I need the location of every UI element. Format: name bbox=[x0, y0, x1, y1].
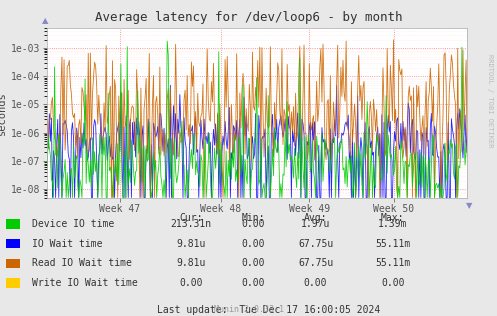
Text: 1.39m: 1.39m bbox=[378, 219, 408, 229]
Text: RRDTOOL / TOBI OETIKER: RRDTOOL / TOBI OETIKER bbox=[487, 54, 493, 148]
Text: Device IO time: Device IO time bbox=[32, 219, 114, 229]
Text: 0.00: 0.00 bbox=[304, 278, 328, 288]
Text: 0.00: 0.00 bbox=[242, 239, 265, 249]
Text: Max:: Max: bbox=[381, 213, 405, 223]
Text: 1.97u: 1.97u bbox=[301, 219, 331, 229]
Text: 55.11m: 55.11m bbox=[375, 239, 410, 249]
Text: IO Wait time: IO Wait time bbox=[32, 239, 103, 249]
Text: Read IO Wait time: Read IO Wait time bbox=[32, 258, 132, 268]
Text: 0.00: 0.00 bbox=[179, 278, 203, 288]
Text: Avg:: Avg: bbox=[304, 213, 328, 223]
Text: ▼: ▼ bbox=[466, 201, 473, 210]
Text: 9.81u: 9.81u bbox=[176, 258, 206, 268]
Text: 67.75u: 67.75u bbox=[298, 239, 333, 249]
Text: Min:: Min: bbox=[242, 213, 265, 223]
Text: Average latency for /dev/loop6 - by month: Average latency for /dev/loop6 - by mont… bbox=[95, 11, 402, 24]
Text: Munin 2.0.33-1: Munin 2.0.33-1 bbox=[214, 306, 283, 314]
Text: 0.00: 0.00 bbox=[242, 278, 265, 288]
Text: 55.11m: 55.11m bbox=[375, 258, 410, 268]
Text: ▲: ▲ bbox=[41, 16, 48, 25]
Text: 67.75u: 67.75u bbox=[298, 258, 333, 268]
Y-axis label: seconds: seconds bbox=[0, 91, 7, 135]
Text: Write IO Wait time: Write IO Wait time bbox=[32, 278, 138, 288]
Text: 0.00: 0.00 bbox=[242, 258, 265, 268]
Text: 0.00: 0.00 bbox=[381, 278, 405, 288]
Text: Cur:: Cur: bbox=[179, 213, 203, 223]
Text: 0.00: 0.00 bbox=[242, 219, 265, 229]
Text: 213.31n: 213.31n bbox=[171, 219, 212, 229]
Text: Last update:  Tue Dec 17 16:00:05 2024: Last update: Tue Dec 17 16:00:05 2024 bbox=[157, 305, 380, 315]
Text: 9.81u: 9.81u bbox=[176, 239, 206, 249]
